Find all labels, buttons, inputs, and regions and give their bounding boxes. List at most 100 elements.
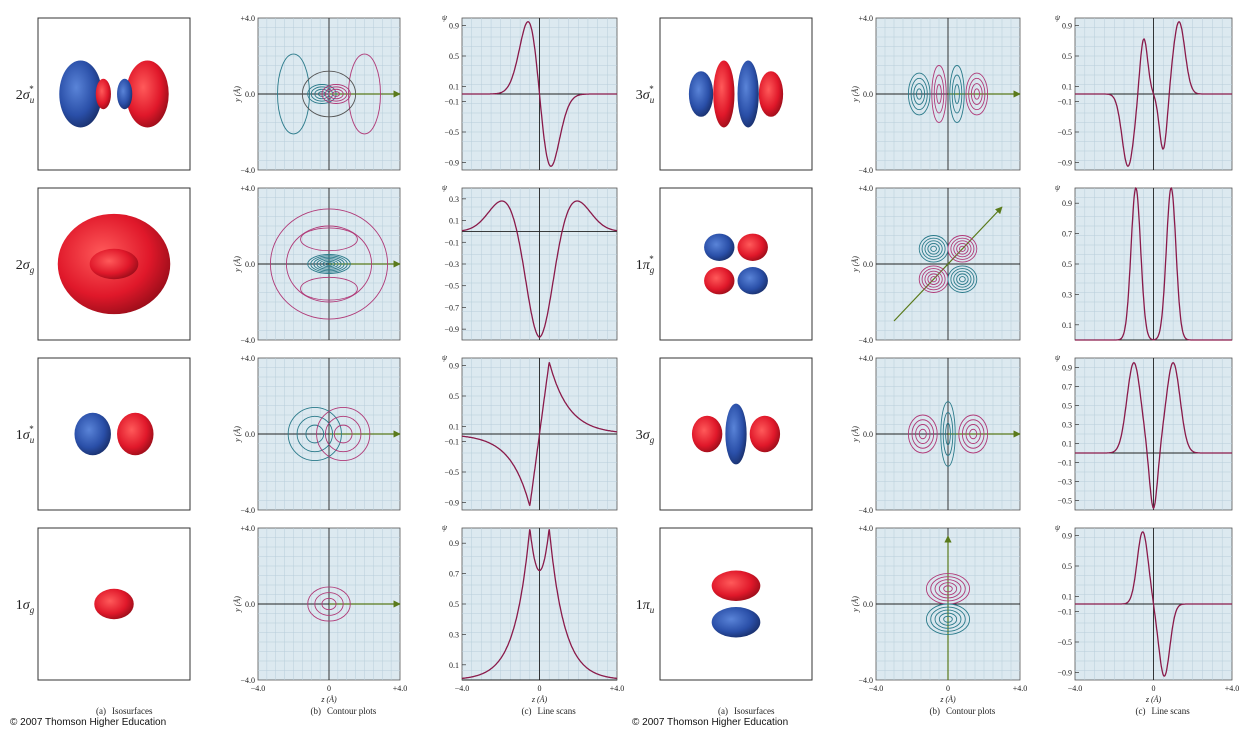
orbital-label: 2σg — [16, 258, 35, 275]
y-tick-label: 0.3 — [1062, 421, 1072, 430]
contour-line — [269, 208, 389, 320]
isosurface-lobe — [89, 248, 139, 280]
contour-line — [956, 273, 969, 285]
isosurface-lobe — [94, 588, 134, 620]
isosurface-lobe — [117, 412, 154, 456]
y-tick-label: −0.9 — [444, 158, 459, 167]
y-tick-label: −0.5 — [444, 282, 459, 291]
contour-line — [933, 74, 945, 114]
y-tick-label: 0.0 — [245, 600, 255, 609]
contour-line — [970, 83, 983, 105]
orbital-subscript: g — [650, 265, 655, 275]
contour-line — [954, 84, 960, 104]
contour-line — [332, 91, 341, 97]
contour-line — [314, 592, 344, 616]
y-axis-label: y (Å) — [851, 426, 860, 443]
orbital-subscript: u — [650, 95, 655, 105]
orbital-symbol: σ — [643, 88, 651, 103]
y-tick-label: −4.0 — [858, 166, 873, 175]
contour-line — [961, 419, 985, 449]
isosurface-lobe — [126, 60, 169, 128]
orbital-subscript: g — [30, 265, 35, 275]
contour-line — [907, 414, 938, 454]
y-tick-label: −0.3 — [444, 260, 459, 269]
contour-line — [915, 424, 931, 444]
y-tick-label: 0.0 — [245, 260, 255, 269]
contour-line — [916, 88, 923, 100]
orbital-subscript: g — [650, 435, 655, 445]
contour-line — [938, 612, 958, 626]
contour-line — [965, 72, 989, 116]
y-axis-label: y (Å) — [233, 596, 242, 613]
caption-text: Line scans — [538, 706, 577, 716]
contour-line — [322, 260, 336, 268]
isosurface-lobe — [688, 71, 714, 117]
contour-line — [942, 412, 954, 456]
y-tick-label: 0.3 — [449, 630, 459, 639]
x-tick-label: −4.0 — [455, 684, 470, 693]
contour-line — [930, 245, 937, 252]
x-axis-label: z (Å) — [320, 695, 337, 704]
contour-line — [951, 74, 963, 114]
y-tick-label: 0.9 — [449, 539, 459, 548]
contour-line — [913, 83, 926, 105]
orbital-number: 1 — [16, 428, 23, 443]
contour-line — [930, 276, 937, 283]
y-tick-label: +4.0 — [240, 14, 255, 23]
y-tick-label: 0.5 — [1062, 260, 1072, 269]
contour-line — [950, 268, 975, 291]
y-axis-label: ψ — [442, 353, 448, 362]
orbital-superscript: * — [649, 84, 654, 94]
isosurface-lobe — [758, 71, 784, 117]
contour-line — [965, 424, 981, 444]
isosurface-lobe — [711, 570, 761, 601]
contour-line — [945, 422, 951, 446]
orbital-symbol: π — [643, 598, 651, 613]
caption-text: Contour plots — [327, 706, 377, 716]
contour-line — [931, 65, 947, 123]
y-tick-label: 0.1 — [449, 82, 459, 91]
wavefunction-curve — [462, 200, 617, 339]
y-tick-label: 0.5 — [1062, 402, 1072, 411]
y-tick-label: 0.3 — [1062, 290, 1072, 299]
y-axis-label: ψ — [1055, 353, 1061, 362]
y-tick-label: +4.0 — [240, 184, 255, 193]
isosurface-lobe — [74, 412, 111, 456]
contour-line — [927, 243, 940, 255]
x-axis-label: z (Å) — [531, 695, 548, 704]
contour-line — [940, 401, 956, 467]
y-tick-label: −0.5 — [444, 128, 459, 137]
caption-text: Isosurfaces — [734, 706, 775, 716]
wavefunction-curve — [462, 362, 617, 506]
y-tick-label: −4.0 — [240, 166, 255, 175]
y-tick-label: −0.5 — [1057, 128, 1072, 137]
contour-line — [953, 240, 972, 258]
isosurface-lobe — [737, 267, 768, 295]
y-tick-label: −4.0 — [858, 676, 873, 685]
y-tick-label: −0.9 — [444, 325, 459, 334]
orbital-label: 2σu* — [16, 84, 35, 105]
wavefunction-curve — [1075, 362, 1232, 510]
isosurface-lobe — [59, 60, 102, 128]
x-tick-label: +4.0 — [610, 684, 625, 693]
isosurface-lobe — [691, 415, 723, 453]
contour-line — [959, 245, 966, 252]
orbital-subscript: u — [30, 95, 35, 105]
y-tick-label: −0.9 — [444, 498, 459, 507]
contour-line — [934, 579, 962, 599]
y-tick-label: 0.1 — [1062, 321, 1072, 330]
y-tick-label: 0.3 — [449, 195, 459, 204]
y-tick-label: 0.9 — [449, 22, 459, 31]
y-tick-label: +4.0 — [858, 354, 873, 363]
contour-line — [947, 265, 978, 293]
y-tick-label: +4.0 — [858, 184, 873, 193]
contour-line — [300, 276, 358, 301]
y-tick-label: 0.5 — [449, 600, 459, 609]
y-tick-label: 0.1 — [449, 422, 459, 431]
contour-line — [321, 597, 337, 611]
contour-line — [301, 70, 357, 118]
y-tick-label: 0.5 — [449, 392, 459, 401]
x-tick-label: 0 — [327, 684, 331, 693]
contour-line — [333, 424, 353, 444]
